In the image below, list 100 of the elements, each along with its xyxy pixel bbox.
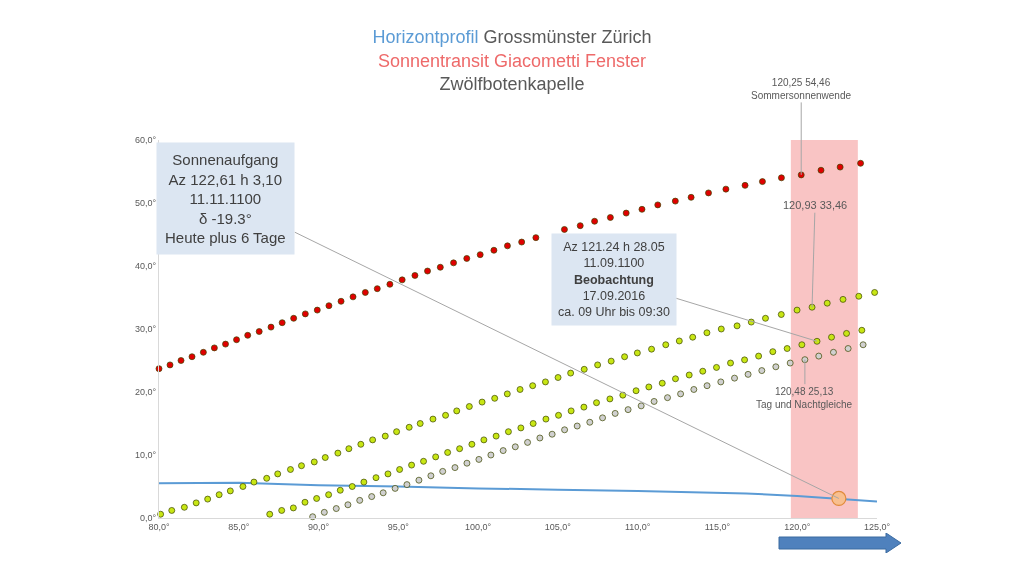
- point: [480, 436, 488, 444]
- point: [591, 217, 599, 225]
- point: [717, 325, 725, 333]
- point: [741, 181, 749, 189]
- point: [859, 341, 867, 349]
- point: [645, 383, 653, 391]
- point: [478, 398, 486, 406]
- point: [586, 418, 594, 426]
- point: [239, 483, 247, 490]
- point: [690, 385, 698, 393]
- point: [761, 314, 769, 322]
- point: [180, 503, 188, 511]
- point: [499, 447, 507, 455]
- point: [244, 331, 252, 339]
- point: [192, 499, 200, 507]
- chart-title: Horizontprofil Grossmünster Zürich Sonnentransit Giacometti Fenster Zwölfbotenkapelle: [372, 27, 652, 94]
- point: [777, 174, 785, 182]
- point: [844, 345, 852, 353]
- point: [360, 478, 368, 486]
- point: [622, 209, 630, 217]
- point: [675, 337, 683, 345]
- point: [567, 369, 575, 377]
- point: [429, 415, 437, 423]
- point: [689, 333, 697, 341]
- point: [357, 440, 365, 448]
- point: [348, 483, 356, 490]
- annotation: Az 121.24 h 28.05 11.09.1100 Beobachtung 17.09.2016 ca. 09 Uhr bis 09:30: [558, 240, 670, 319]
- point: [648, 345, 656, 353]
- point: [518, 238, 526, 246]
- point: [542, 415, 550, 423]
- y-tick-label: 0,0°: [140, 513, 157, 524]
- point: [490, 246, 498, 254]
- point: [373, 285, 381, 293]
- point: [567, 407, 575, 415]
- point: [313, 494, 321, 502]
- annotation: 120,48 25,13 Tag und Nachtgleiche: [756, 386, 853, 410]
- point: [855, 292, 863, 300]
- point: [403, 481, 411, 489]
- point: [664, 394, 671, 402]
- point: [463, 254, 471, 262]
- point: [712, 363, 720, 371]
- point: [290, 314, 298, 322]
- point: [199, 348, 207, 356]
- point: [685, 371, 693, 379]
- point: [416, 420, 424, 427]
- point: [699, 367, 707, 375]
- point: [529, 382, 537, 390]
- point: [727, 359, 735, 367]
- point: [580, 365, 588, 373]
- point: [650, 397, 658, 405]
- point: [226, 487, 234, 495]
- point: [504, 428, 512, 436]
- point: [606, 395, 614, 403]
- point: [783, 345, 791, 353]
- point: [755, 352, 763, 360]
- y-tick-label: 60,0°: [135, 135, 157, 146]
- point: [705, 189, 713, 197]
- point: [487, 451, 495, 459]
- point: [671, 375, 679, 383]
- point: [517, 424, 525, 432]
- point: [286, 465, 294, 473]
- point: [632, 387, 640, 395]
- annotation: 120,93 33,46: [783, 199, 848, 211]
- x-tick-label: 110,0°: [624, 521, 651, 532]
- point: [831, 490, 847, 507]
- point: [560, 225, 568, 233]
- point: [334, 449, 342, 457]
- point: [309, 513, 317, 521]
- point: [450, 259, 458, 267]
- point: [741, 356, 749, 364]
- point: [274, 470, 282, 478]
- point: [337, 297, 345, 305]
- point: [703, 382, 711, 390]
- point: [442, 411, 450, 419]
- point: [222, 340, 230, 348]
- y-tick-label: 20,0°: [135, 387, 157, 398]
- point: [561, 426, 569, 434]
- point: [465, 402, 473, 410]
- x-tick-label: 90,0°: [308, 521, 330, 532]
- point: [593, 399, 600, 407]
- point: [532, 234, 540, 242]
- x-tick-label: 115,0°: [704, 521, 731, 532]
- point: [278, 506, 286, 514]
- point: [733, 322, 741, 330]
- point: [301, 498, 309, 506]
- point: [503, 242, 511, 250]
- point: [843, 329, 851, 337]
- point: [580, 403, 588, 411]
- point: [541, 378, 549, 386]
- point: [444, 448, 452, 456]
- point: [301, 310, 309, 318]
- point: [453, 407, 461, 415]
- point: [516, 385, 524, 393]
- x-tick-label: 125,0°: [863, 521, 891, 532]
- point: [415, 476, 423, 484]
- point: [325, 491, 333, 499]
- point: [215, 491, 223, 499]
- point: [621, 353, 629, 361]
- point: [166, 361, 174, 369]
- point: [332, 505, 340, 513]
